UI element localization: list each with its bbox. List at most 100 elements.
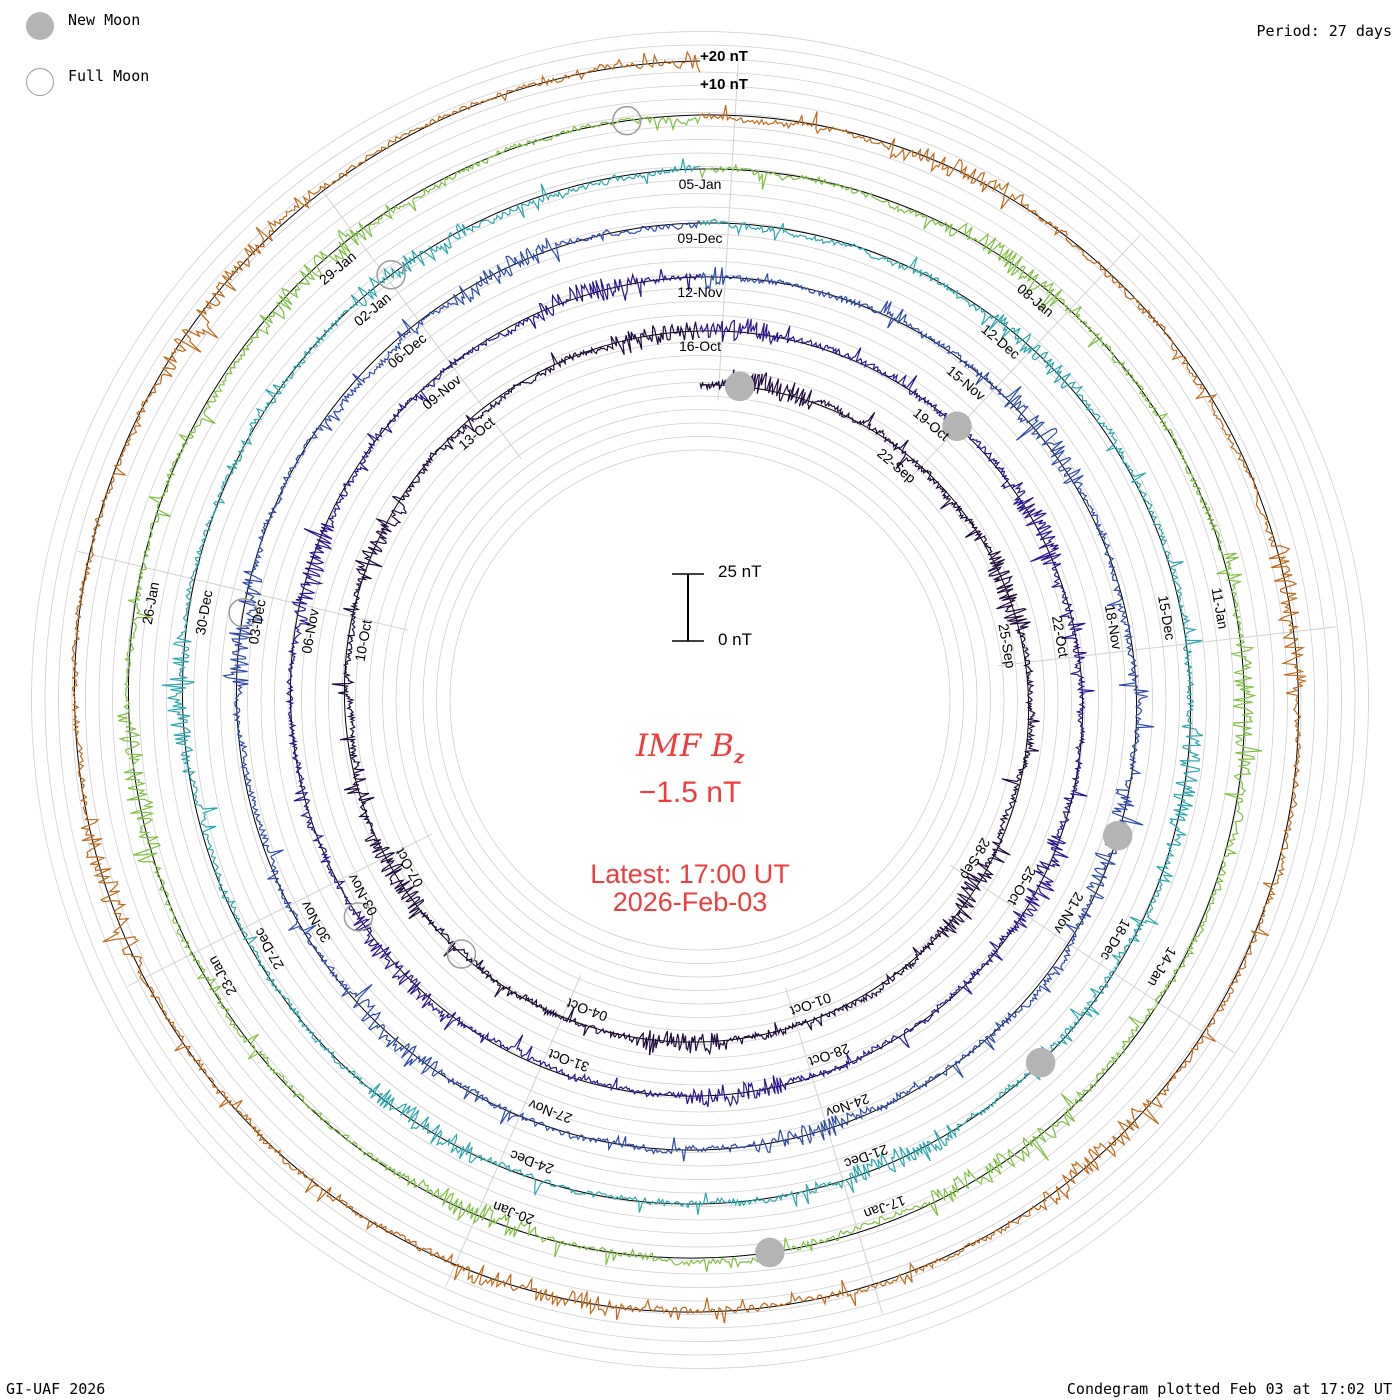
grid-circle bbox=[422, 422, 978, 978]
new-moon-marker bbox=[942, 411, 972, 442]
date-label: 25-Sep bbox=[995, 622, 1019, 669]
date-label: 09-Dec bbox=[677, 230, 722, 246]
full-moon-icon bbox=[26, 68, 54, 96]
grid-circle bbox=[193, 193, 1207, 1207]
legend-new-moon-label: New Moon bbox=[68, 11, 141, 29]
radial-spoke bbox=[950, 864, 1235, 1054]
date-label: 03-Nov bbox=[344, 871, 380, 918]
series-line-rotation-6 bbox=[71, 50, 1308, 1324]
date-label: 22-Oct bbox=[1049, 614, 1072, 658]
latest-date: 2026-Feb-03 bbox=[612, 887, 768, 917]
latest-time: Latest: 17:00 UT bbox=[590, 859, 790, 889]
date-label: 30-Nov bbox=[297, 898, 333, 945]
grid-circle bbox=[31, 31, 1369, 1369]
radial-spoke bbox=[127, 833, 432, 987]
credit-label: GI-UAF 2026 bbox=[6, 1380, 106, 1398]
date-label: 21-Dec bbox=[842, 1141, 890, 1171]
grid-circle bbox=[436, 436, 964, 964]
grid-circle bbox=[98, 98, 1302, 1302]
legend-full-moon: Full Moon bbox=[26, 67, 150, 96]
date-label: 26-Jan bbox=[139, 581, 162, 626]
scale-top-label: 25 nT bbox=[718, 562, 762, 581]
reference-label-20nt: +20 nT bbox=[700, 48, 748, 65]
zero-baseline-spiral bbox=[73, 60, 1300, 1313]
grid-circle bbox=[395, 395, 1005, 1005]
scale-bar bbox=[672, 573, 704, 642]
grid-circle bbox=[247, 247, 1153, 1153]
series-line-rotation-4 bbox=[161, 158, 1203, 1215]
new-moon-marker bbox=[755, 1237, 785, 1268]
reference-circles bbox=[73, 60, 1300, 1313]
date-label: 27-Nov bbox=[526, 1096, 574, 1126]
date-label: 05-Jan bbox=[679, 176, 722, 192]
grid-circle bbox=[355, 355, 1045, 1045]
reference-label-10nt: +10 nT bbox=[700, 76, 748, 93]
series-line-rotation-3 bbox=[221, 220, 1155, 1162]
grid-circle bbox=[449, 449, 951, 951]
date-label: 11-Jan bbox=[1209, 586, 1232, 630]
radial-spoke bbox=[717, 61, 739, 401]
grid-circle bbox=[58, 58, 1342, 1342]
current-value: −1.5 nT bbox=[638, 776, 742, 809]
date-label: 10-Oct bbox=[352, 618, 375, 662]
grid-circles bbox=[31, 31, 1369, 1369]
grid-circle bbox=[112, 112, 1288, 1288]
grid-circle bbox=[152, 152, 1248, 1248]
date-label: 24-Dec bbox=[508, 1147, 556, 1177]
new-moon-marker bbox=[1102, 820, 1133, 851]
radial-spokes bbox=[77, 61, 1336, 1314]
date-label: 30-Dec bbox=[192, 589, 216, 636]
legend-new-moon: New Moon bbox=[26, 11, 141, 40]
legend-full-moon-label: Full Moon bbox=[68, 67, 150, 85]
radial-spoke bbox=[444, 975, 582, 1288]
date-label: 15-Dec bbox=[1155, 594, 1179, 641]
grid-circle bbox=[314, 314, 1086, 1086]
latest-timestamp: Latest: 17:00 UT 2026-Feb-03 bbox=[500, 860, 880, 916]
radial-spoke bbox=[77, 550, 409, 631]
parameter-name: IMF B bbox=[635, 728, 734, 764]
grid-circle bbox=[368, 368, 1032, 1032]
parameter-subscript: z bbox=[733, 747, 745, 769]
date-label: 06-Nov bbox=[298, 608, 322, 655]
date-label: 27-Dec bbox=[250, 925, 286, 972]
full-moon-marker bbox=[376, 260, 406, 290]
full-moon-marker bbox=[446, 939, 477, 969]
grid-circle bbox=[287, 287, 1113, 1113]
radial-spoke bbox=[997, 626, 1336, 667]
new-moon-marker bbox=[724, 371, 755, 402]
plotted-timestamp: Condegram plotted Feb 03 at 17:02 UT bbox=[1066, 1380, 1392, 1398]
grid-circle bbox=[274, 274, 1126, 1126]
new-moon-icon bbox=[26, 12, 54, 40]
grid-circle bbox=[179, 179, 1221, 1221]
grid-circle bbox=[409, 409, 991, 991]
grid-circle bbox=[382, 382, 1018, 1018]
radial-spoke bbox=[785, 987, 883, 1314]
date-label: 14-Jan bbox=[1145, 944, 1180, 989]
grid-circle bbox=[139, 139, 1261, 1261]
grid-circle bbox=[301, 301, 1099, 1099]
date-label: 03-Dec bbox=[245, 598, 269, 645]
grid-circle bbox=[260, 260, 1140, 1140]
moon-markers bbox=[228, 105, 1133, 1268]
data-series bbox=[71, 50, 1308, 1324]
grid-circle bbox=[341, 341, 1059, 1059]
series-line-rotation-1 bbox=[331, 321, 1040, 1056]
date-label: 18-Nov bbox=[1102, 603, 1126, 650]
parameter-title: IMF Bz bbox=[500, 728, 880, 768]
scale-bottom-label: 0 nT bbox=[718, 630, 753, 649]
grid-circle bbox=[220, 220, 1180, 1180]
date-label: 21-Nov bbox=[1051, 889, 1087, 936]
grid-circle bbox=[206, 206, 1194, 1194]
full-moon-marker bbox=[228, 598, 258, 628]
grid-circle bbox=[233, 233, 1167, 1167]
new-moon-marker bbox=[1025, 1047, 1056, 1078]
full-moon-marker bbox=[612, 105, 642, 136]
radial-spoke bbox=[905, 234, 1141, 483]
series-line-rotation-2 bbox=[285, 269, 1095, 1108]
grid-circle bbox=[166, 166, 1234, 1234]
grid-circle bbox=[44, 44, 1356, 1356]
full-moon-marker bbox=[343, 902, 374, 932]
series-line-rotation-5 bbox=[117, 116, 1263, 1272]
date-label: 16-Oct bbox=[679, 338, 721, 354]
